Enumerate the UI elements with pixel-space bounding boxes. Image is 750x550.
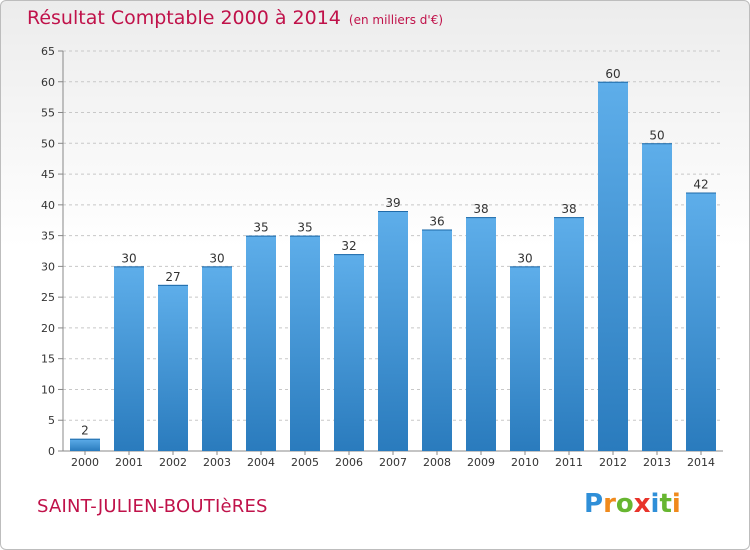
x-tick-label: 2012 [599, 456, 627, 469]
bar [466, 217, 496, 451]
data-label: 32 [341, 239, 356, 253]
x-tick-label: 2013 [643, 456, 671, 469]
bar [598, 81, 628, 452]
y-tick-label: 25 [41, 291, 55, 304]
data-label: 35 [253, 221, 268, 235]
proxiti-logo: Proxiti [584, 489, 681, 519]
commune-name: SAINT-JULIEN-BOUTIèRES [37, 496, 268, 517]
data-label: 50 [649, 128, 664, 142]
data-label: 30 [517, 251, 532, 265]
data-label: 60 [605, 67, 620, 81]
x-tick-label: 2002 [159, 456, 187, 469]
x-tick-label: 2001 [115, 456, 143, 469]
bar [554, 217, 584, 451]
chart-title: Résultat Comptable 2000 à 2014 [27, 7, 341, 29]
y-tick-label: 40 [41, 199, 55, 212]
logo-letter: x [633, 489, 651, 519]
logo-letter: i [650, 489, 660, 519]
y-tick-label: 5 [48, 414, 55, 427]
bar [290, 235, 320, 451]
y-tick-label: 50 [41, 137, 55, 150]
bar [378, 211, 408, 451]
y-tick-label: 35 [41, 230, 55, 243]
x-tick-label: 2008 [423, 456, 451, 469]
bar [334, 254, 364, 451]
data-label: 30 [121, 251, 136, 265]
y-tick-label: 65 [41, 45, 55, 58]
data-label: 36 [429, 214, 444, 228]
y-tick-label: 0 [48, 445, 55, 458]
data-label: 2 [81, 424, 89, 438]
bar [158, 284, 188, 451]
data-label: 35 [297, 221, 312, 235]
logo-letter: o [615, 489, 634, 519]
data-label: 39 [385, 196, 400, 210]
x-tick-label: 2009 [467, 456, 495, 469]
x-tick-label: 2010 [511, 456, 539, 469]
data-label: 27 [165, 270, 180, 284]
bar [114, 266, 144, 451]
x-tick-label: 2014 [687, 456, 715, 469]
data-label: 38 [473, 202, 488, 216]
logo-letter: r [603, 489, 616, 519]
y-tick-label: 45 [41, 168, 55, 181]
y-tick-label: 55 [41, 107, 55, 120]
y-tick-label: 60 [41, 76, 55, 89]
x-tick-label: 2000 [71, 456, 99, 469]
y-tick-label: 20 [41, 322, 55, 335]
bar [70, 438, 100, 451]
bar [202, 266, 232, 451]
bar [642, 143, 672, 452]
y-tick-label: 10 [41, 383, 55, 396]
x-tick-label: 2003 [203, 456, 231, 469]
chart-title-block: Résultat Comptable 2000 à 2014 (en millie… [27, 7, 443, 29]
y-tick-label: 15 [41, 353, 55, 366]
data-label: 38 [561, 202, 576, 216]
x-tick-label: 2007 [379, 456, 407, 469]
x-tick-label: 2005 [291, 456, 319, 469]
bar [510, 266, 540, 451]
x-tick-label: 2004 [247, 456, 275, 469]
logo-letter: i [671, 489, 681, 519]
logo-letter: t [659, 489, 672, 519]
x-tick-label: 2011 [555, 456, 583, 469]
data-label: 42 [693, 178, 708, 192]
chart-subtitle: (en milliers d'€) [348, 13, 444, 27]
bar [686, 192, 716, 452]
logo-letter: P [584, 489, 604, 519]
bar [422, 229, 452, 451]
bar [246, 235, 276, 451]
y-tick-label: 30 [41, 260, 55, 273]
x-tick-label: 2006 [335, 456, 363, 469]
data-label: 30 [209, 251, 224, 265]
